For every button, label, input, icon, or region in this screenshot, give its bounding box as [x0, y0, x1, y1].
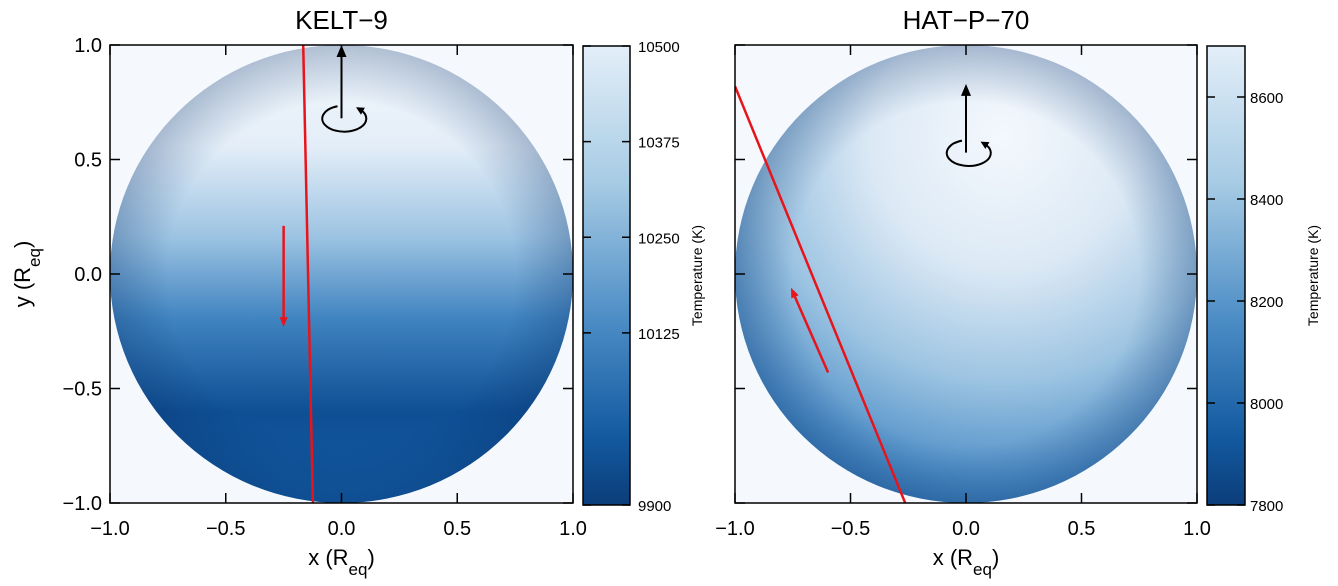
- colorbar: [1206, 45, 1246, 506]
- x-axis-label: x (Req): [933, 545, 1000, 579]
- chart-title: HAT−P−70: [903, 5, 1030, 35]
- y-axis-label-part: eq: [25, 248, 44, 267]
- y-tick-label: −0.5: [63, 379, 102, 401]
- colorbar-tick-label: 8200: [1250, 294, 1283, 311]
- x-tick-label: 0.0: [328, 518, 356, 540]
- x-axis-label: x (Req): [308, 545, 375, 579]
- x-tick-label: 1.0: [559, 518, 587, 540]
- colorbar-tick-label: 8600: [1250, 90, 1283, 107]
- orbit-direction-arrow: [790, 287, 830, 373]
- y-tick-label: −1.0: [63, 493, 102, 515]
- colorbar-label: Temperature (K): [689, 225, 705, 326]
- plot-area: [110, 45, 573, 503]
- x-tick-label: −1.0: [90, 518, 129, 540]
- colorbar-label: Temperature (K): [1305, 225, 1321, 326]
- x-tick-label: 0.0: [952, 518, 980, 540]
- transit-chord: [301, 45, 315, 503]
- x-tick-label: 0.5: [1068, 518, 1096, 540]
- x-axis-label-part: ): [367, 545, 374, 570]
- disk-limb: [110, 45, 573, 503]
- y-axis-label: y (Req): [10, 241, 44, 308]
- rotation-sense-arrow: [321, 105, 368, 133]
- x-axis-label-part: ): [992, 545, 999, 570]
- rotation-sense-arrow: [945, 139, 992, 167]
- x-tick-label: 0.5: [443, 518, 471, 540]
- colorbar-tick-label: 10125: [638, 326, 680, 343]
- x-axis-label-part: x (R: [308, 545, 348, 570]
- colorbar-tick-label: 7800: [1250, 498, 1283, 515]
- colorbar: [582, 45, 631, 506]
- y-tick-label: 0.5: [74, 150, 102, 172]
- colorbar-tick-label: 8000: [1250, 396, 1283, 413]
- x-tick-label: 1.0: [1183, 518, 1211, 540]
- colorbar-tick-label: 10250: [638, 230, 680, 247]
- y-axis-label-part: y (R: [10, 267, 35, 307]
- x-axis-label-part: eq: [349, 560, 368, 579]
- x-tick-label: −0.5: [831, 518, 870, 540]
- chart-title: KELT−9: [295, 5, 388, 35]
- y-tick-label: 0.0: [74, 264, 102, 286]
- colorbar-tick-label: 10500: [638, 39, 680, 56]
- disk-limb: [735, 45, 1197, 503]
- plot-area: [735, 45, 1197, 503]
- y-tick-label: 1.0: [74, 35, 102, 57]
- x-axis-label-part: x (R: [933, 545, 973, 570]
- x-axis-label-part: eq: [973, 560, 992, 579]
- y-axis-label-part: ): [10, 241, 35, 248]
- x-tick-label: −0.5: [206, 518, 245, 540]
- x-tick-label: −1.0: [715, 518, 754, 540]
- colorbar-tick-label: 10375: [638, 135, 680, 152]
- transit-chord: [735, 85, 907, 503]
- colorbar-tick-label: 8400: [1250, 192, 1283, 209]
- colorbar-tick-label: 9900: [638, 498, 671, 515]
